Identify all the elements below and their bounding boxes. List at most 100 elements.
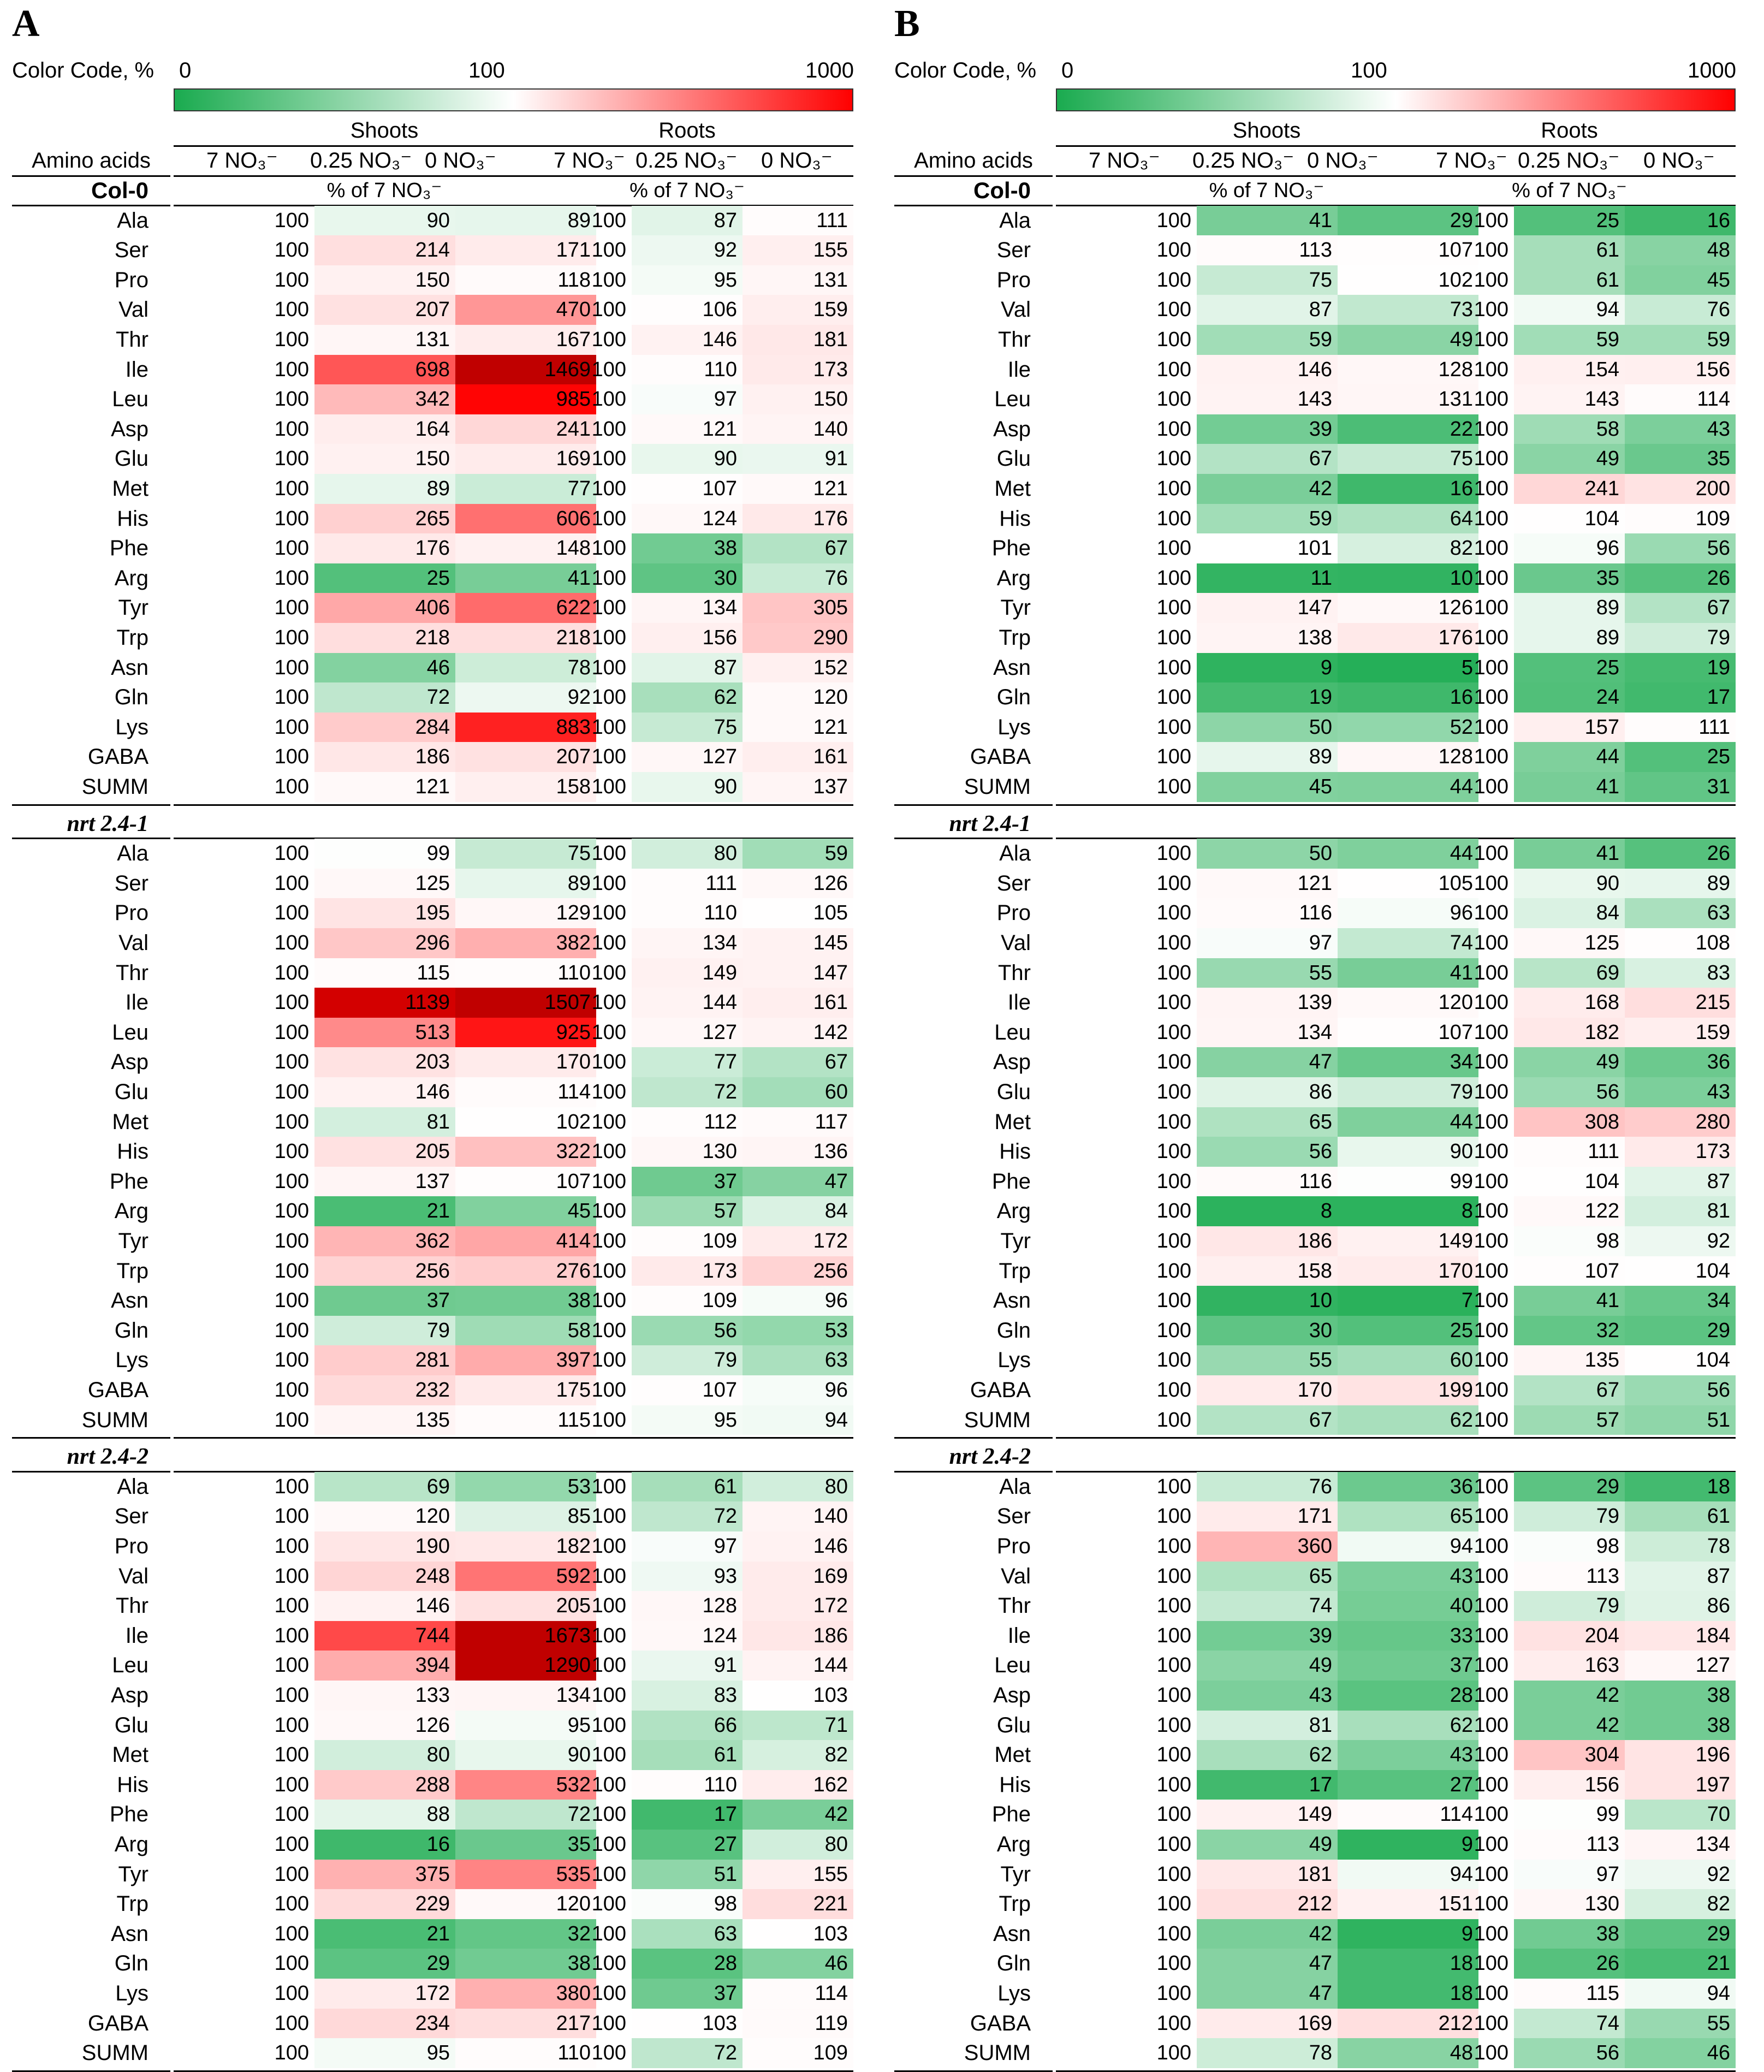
heatmap-cell: 96 <box>1514 533 1625 563</box>
column-group-shoots: Shoots <box>350 118 419 143</box>
heatmap-cell: 290 <box>743 623 853 653</box>
genotype-rule <box>1056 838 1477 840</box>
heatmap-cell: 100 <box>591 1080 626 1103</box>
heatmap-cell: 29 <box>1514 1471 1625 1502</box>
heatmap-cell: 241 <box>1514 474 1625 504</box>
heatmap-cell: 100 <box>591 1713 626 1737</box>
heatmap-cell: 100 <box>1474 1594 1508 1618</box>
heatmap-cell: 535 <box>455 1859 596 1890</box>
heatmap-cell: 29 <box>314 1949 455 1979</box>
heatmap-cell: 157 <box>1514 712 1625 743</box>
heatmap-cell: 89 <box>1514 593 1625 623</box>
heatmap-cell: 144 <box>743 1651 853 1681</box>
heatmap-cell: 1507 <box>455 988 596 1018</box>
row-label: His <box>117 1772 149 1797</box>
heatmap-cell: 43 <box>1625 1077 1736 1107</box>
heatmap-cell: 155 <box>743 1859 853 1890</box>
heatmap-cell: 100 <box>1156 566 1191 590</box>
heatmap-cell: 41 <box>1514 772 1625 802</box>
heatmap-cell: 107 <box>1338 1017 1478 1048</box>
heatmap-cell: 62 <box>1338 1405 1478 1435</box>
heatmap-cell: 100 <box>1474 1080 1508 1103</box>
heatmap-cell: 100 <box>274 1922 309 1945</box>
row-label: Asn <box>111 1289 149 1313</box>
heatmap-cell: 100 <box>591 1535 626 1558</box>
heatmap-cell: 29 <box>1625 1919 1736 1949</box>
heatmap-cell: 100 <box>591 745 626 769</box>
heatmap-cell: 156 <box>1625 354 1736 385</box>
row-label: Ser <box>996 1504 1031 1529</box>
heatmap-cell: 169 <box>1197 2008 1338 2039</box>
genotype-label: Col-0 <box>91 177 149 203</box>
heatmap-cell: 86 <box>1197 1077 1338 1107</box>
heatmap-cell: 100 <box>1156 1654 1191 1677</box>
heatmap-cell: 100 <box>1474 1050 1508 1074</box>
row-label: Pro <box>996 901 1031 925</box>
heatmap-cell: 38 <box>1625 1681 1736 1711</box>
heatmap-cell: 172 <box>743 1591 853 1621</box>
heatmap-cell: 100 <box>1474 901 1508 925</box>
heatmap-cell: 175 <box>455 1375 596 1405</box>
heatmap-cell: 67 <box>1625 593 1736 623</box>
heatmap-cell: 256 <box>314 1256 455 1286</box>
heatmap-cell: 102 <box>455 1107 596 1137</box>
row-label: Glu <box>996 1713 1031 1737</box>
heatmap-cell: 103 <box>632 2008 743 2039</box>
heatmap-cell: 37 <box>314 1286 455 1316</box>
heatmap-cell: 18 <box>1338 1949 1478 1979</box>
heatmap-cell: 100 <box>591 1684 626 1707</box>
heatmap-cell: 63 <box>632 1919 743 1949</box>
heatmap-cell: 47 <box>1197 1979 1338 2009</box>
heatmap-cell: 41 <box>1514 1286 1625 1316</box>
heatmap-cell: 96 <box>743 1286 853 1316</box>
heatmap-cell: 100 <box>1474 596 1508 620</box>
heatmap-cell: 56 <box>1514 1077 1625 1107</box>
heatmap-cell: 100 <box>591 1379 626 1402</box>
heatmap-cell: 100 <box>274 358 309 381</box>
panel-label: B <box>894 3 920 45</box>
heatmap-cell: 80 <box>314 1740 455 1770</box>
row-label: Ile <box>1007 1623 1031 1648</box>
heatmap-cell: 100 <box>274 298 309 322</box>
row-label: Val <box>1001 931 1031 955</box>
heatmap-cell: 8 <box>1197 1196 1338 1226</box>
heatmap-cell: 137 <box>314 1166 455 1197</box>
row-label: GABA <box>970 745 1031 769</box>
heatmap-cell: 360 <box>1197 1531 1338 1562</box>
heatmap-cell: 86 <box>1625 1591 1736 1621</box>
row-label: Leu <box>112 1020 149 1044</box>
row-label: Glu <box>114 1713 149 1737</box>
heatmap-cell: 39 <box>1197 414 1338 444</box>
heatmap-cell: 120 <box>1338 988 1478 1018</box>
heatmap-cell: 100 <box>274 388 309 411</box>
heatmap-cell: 128 <box>1338 354 1478 385</box>
heatmap-cell: 94 <box>1625 1979 1736 2009</box>
heatmap-cell: 103 <box>743 1919 853 1949</box>
heatmap-cell: 80 <box>743 1471 853 1502</box>
block-rule <box>1056 1437 1477 1439</box>
heatmap-cell: 90 <box>1338 1137 1478 1167</box>
heatmap-cell: 100 <box>1156 1379 1191 1402</box>
heatmap-cell: 100 <box>274 931 309 954</box>
heatmap-cell: 100 <box>1156 1892 1191 1916</box>
heatmap-cell: 100 <box>591 1803 626 1826</box>
heatmap-cell: 63 <box>743 1345 853 1375</box>
heatmap-cell: 234 <box>314 2008 455 2039</box>
genotype-rule <box>521 838 853 840</box>
heatmap-cell: 7 <box>1338 1286 1478 1316</box>
heatmap-cell: 100 <box>1474 686 1508 709</box>
genotype-rule <box>174 204 595 206</box>
row-label: SUMM <box>81 775 149 799</box>
heatmap-cell: 100 <box>274 1289 309 1313</box>
heatmap-cell: 100 <box>1474 1862 1508 1886</box>
block-rule <box>1403 1437 1736 1439</box>
heatmap-cell: 145 <box>743 928 853 958</box>
heatmap-cell: 100 <box>591 1169 626 1193</box>
heatmap-cell: 16 <box>1625 205 1736 236</box>
heatmap-cell: 56 <box>632 1315 743 1346</box>
heatmap-cell: 44 <box>1338 772 1478 802</box>
row-label: GABA <box>87 2011 149 2035</box>
heatmap-cell: 100 <box>1156 1110 1191 1133</box>
heatmap-cell: 100 <box>1156 447 1191 471</box>
heatmap-cell: 100 <box>1156 268 1191 292</box>
